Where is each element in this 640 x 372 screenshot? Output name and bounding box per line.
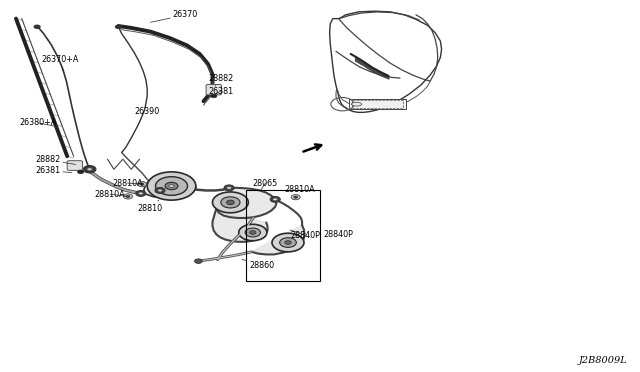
Circle shape	[272, 233, 304, 252]
Text: 28810: 28810	[138, 200, 163, 213]
Circle shape	[227, 200, 234, 205]
Circle shape	[169, 185, 174, 187]
Circle shape	[140, 183, 144, 185]
Text: 26370+A: 26370+A	[42, 55, 79, 71]
Text: 26381: 26381	[35, 166, 72, 175]
Circle shape	[124, 194, 132, 199]
Text: 26380+A: 26380+A	[19, 118, 56, 127]
Circle shape	[147, 172, 196, 200]
Circle shape	[239, 224, 267, 241]
Circle shape	[227, 186, 232, 189]
Circle shape	[270, 196, 280, 202]
Circle shape	[155, 187, 165, 193]
Circle shape	[221, 197, 240, 208]
Bar	[349, 99, 406, 109]
Circle shape	[126, 195, 130, 198]
Bar	[246, 190, 320, 281]
Text: 26370: 26370	[150, 10, 198, 22]
Circle shape	[83, 166, 96, 173]
Circle shape	[138, 182, 147, 187]
Circle shape	[86, 167, 93, 171]
Circle shape	[115, 25, 122, 29]
Text: 26390: 26390	[134, 107, 159, 119]
Polygon shape	[212, 209, 268, 242]
Polygon shape	[216, 188, 276, 218]
Ellipse shape	[351, 102, 362, 106]
Text: 28840P: 28840P	[290, 230, 320, 240]
Circle shape	[195, 259, 202, 263]
Circle shape	[84, 166, 95, 172]
Text: J2B8009L: J2B8009L	[579, 356, 627, 365]
Text: 28860: 28860	[242, 259, 275, 270]
Circle shape	[212, 192, 248, 213]
Text: 28810A: 28810A	[112, 179, 143, 187]
Circle shape	[77, 170, 84, 174]
Text: 28882: 28882	[208, 74, 233, 86]
Text: 28840P: 28840P	[323, 230, 353, 239]
Circle shape	[250, 231, 256, 234]
Circle shape	[87, 168, 92, 171]
Circle shape	[224, 185, 234, 191]
Text: 28065: 28065	[253, 179, 278, 190]
FancyBboxPatch shape	[67, 161, 83, 170]
Circle shape	[34, 25, 40, 29]
Circle shape	[211, 94, 217, 98]
Text: 28810A: 28810A	[285, 185, 316, 197]
Polygon shape	[144, 173, 196, 199]
Circle shape	[273, 198, 278, 201]
Circle shape	[166, 183, 177, 189]
Circle shape	[85, 167, 94, 172]
FancyBboxPatch shape	[206, 84, 221, 95]
Text: 28882: 28882	[35, 155, 76, 164]
Text: 28810A: 28810A	[95, 190, 128, 199]
Circle shape	[138, 192, 143, 195]
Text: 26381: 26381	[208, 87, 233, 96]
Circle shape	[165, 182, 178, 190]
Circle shape	[157, 189, 163, 192]
Circle shape	[294, 196, 298, 198]
Circle shape	[245, 228, 260, 237]
Circle shape	[285, 241, 291, 244]
Bar	[352, 100, 403, 108]
Polygon shape	[252, 225, 305, 254]
Circle shape	[291, 195, 300, 200]
Circle shape	[156, 177, 188, 195]
Circle shape	[280, 238, 296, 247]
Circle shape	[136, 190, 146, 196]
